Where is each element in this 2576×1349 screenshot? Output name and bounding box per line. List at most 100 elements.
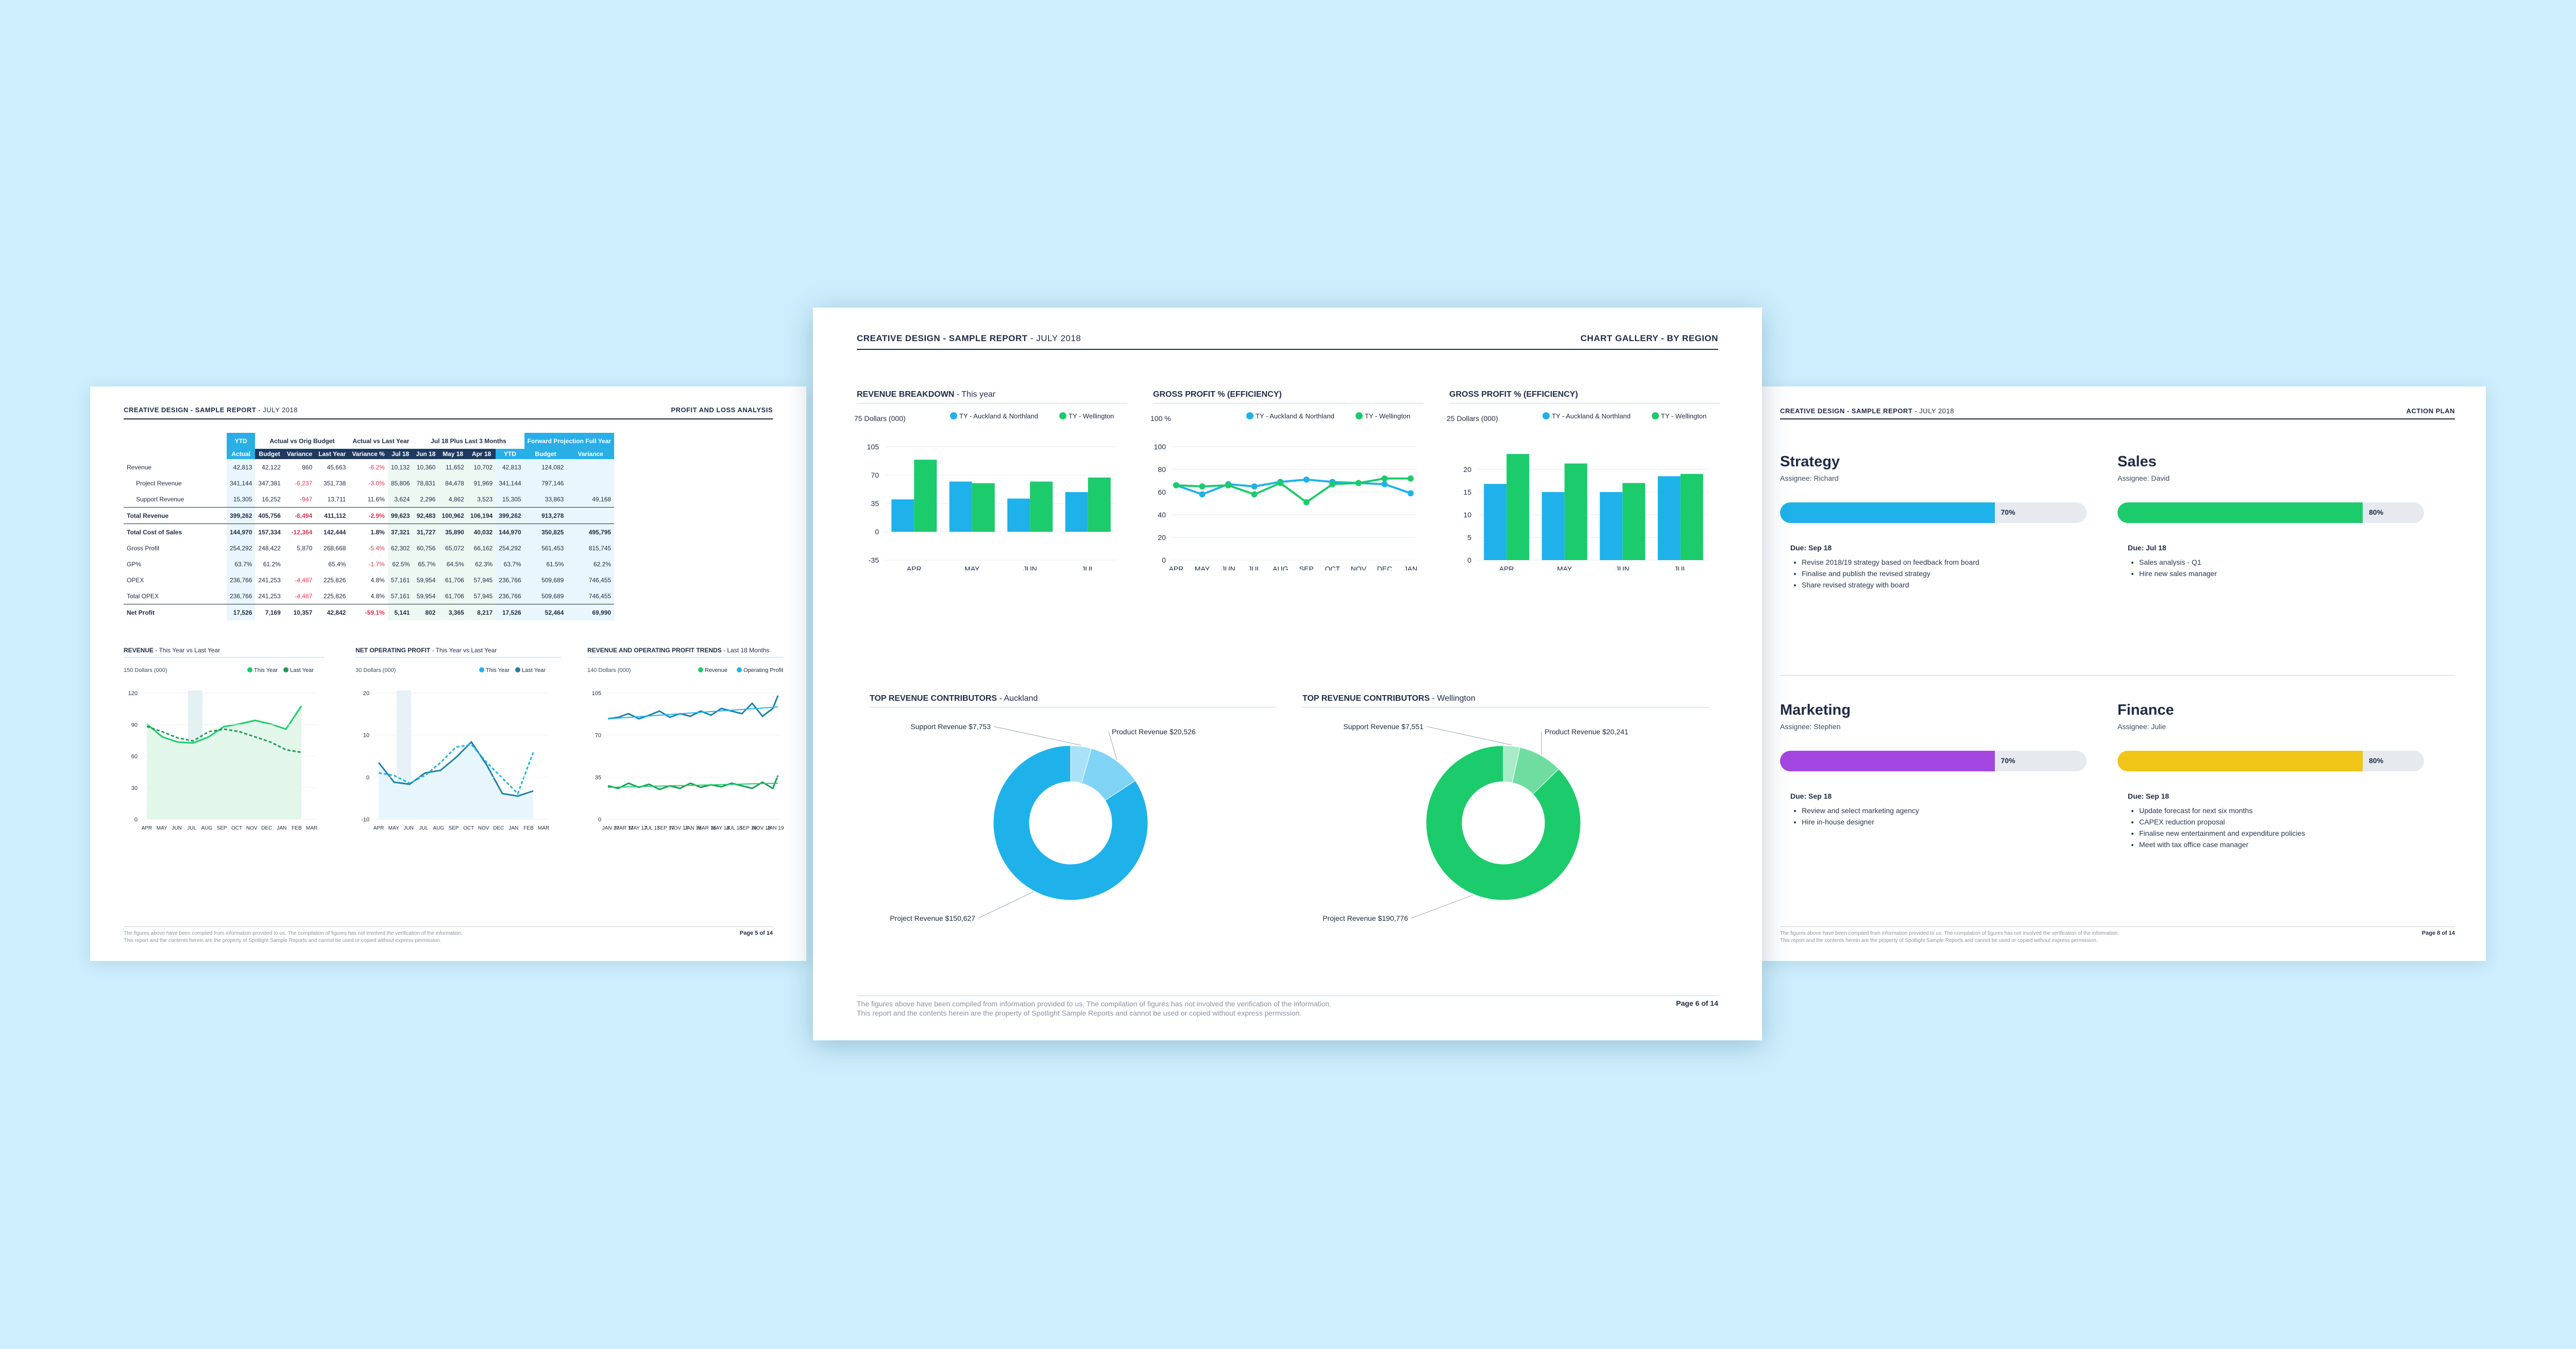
pl-cell: 65.4% (328, 560, 346, 568)
left-header-section: PROFIT AND LOSS ANALYSIS (671, 406, 773, 414)
left-chart1-y-ticks: 120 90 60 30 0 (128, 690, 317, 823)
pl-row: Gross Profit 254,292 248,422 5,870 268,668 -5… (124, 540, 615, 556)
y-tick-label: 0 (1162, 556, 1166, 564)
left-mini-x-tick: SEP (448, 825, 459, 831)
series-point (1355, 480, 1362, 486)
pl-cell: 797,146 (524, 475, 567, 491)
left-mini-x-tick: MAY 17 (629, 825, 647, 831)
pl-row-label: Net Profit (124, 604, 227, 620)
pl-cell: 37,321 (387, 524, 413, 540)
pl-cell: 236,766 (496, 572, 524, 588)
pl-cell: 52,464 (524, 604, 567, 620)
left-mini-y-tick: 35 (595, 774, 601, 781)
left-mini-x-tick: MAR 18 (698, 825, 717, 831)
pl-subheader-cell: Apr 18 (467, 449, 496, 459)
left-mini-x-tick: OCT (231, 825, 242, 831)
center-page-number: Page 6 of 14 (1676, 999, 1718, 1007)
legend-swatch (950, 412, 957, 419)
left-footer-line1: The figures above have been compiled fro… (124, 931, 463, 936)
pl-cell: 61,706 (438, 572, 467, 588)
pl-cell (567, 475, 615, 491)
left-mini-y-tick: 70 (595, 733, 601, 739)
bar (1564, 463, 1587, 560)
pl-cell: -2.9% (349, 507, 388, 524)
left-trend-chart-svg: 140 Dollars (000) Revenue Operating Prof… (587, 667, 784, 831)
y-tick-label: 20 (1463, 465, 1471, 474)
left-mini-x-tick: DEC (261, 825, 272, 831)
gp-bar-title: GROSS PROFIT % (EFFICIENCY) (1449, 390, 1578, 399)
pl-cell: 15,305 (227, 491, 256, 508)
pl-group-lastyear: Actual vs Last Year (349, 433, 413, 449)
donut-label: Product Revenue $20,241 (1545, 728, 1629, 736)
left-mini-x-tick: AUG (433, 825, 445, 831)
pl-row: Support Revenue 15,305 16,252 -947 13,711 11.… (124, 491, 615, 508)
pl-cell: 42,813 (227, 459, 256, 475)
left-chart2-ly-line (378, 744, 534, 795)
center-header-rule (857, 349, 1718, 350)
pl-row: Total Cost of Sales 144,970 157,334 -12,364… (124, 524, 615, 540)
legend-label: TY - Wellington (1661, 412, 1706, 420)
pl-corner (124, 433, 227, 449)
x-tick-label: JAN (1404, 565, 1417, 570)
pl-cell: 399,262 (227, 507, 256, 524)
action-task: Review and select marketing agency (1802, 805, 1919, 816)
pl-cell: 33,863 (524, 491, 567, 508)
right-footer-line1: The figures above have been compiled fro… (1780, 931, 2119, 936)
action-task: Hire new sales manager (2139, 568, 2217, 579)
legend-label: TY - Auckland & Northland (1256, 412, 1334, 420)
left-chart2-unit: 30 Dollars (000) (355, 667, 396, 673)
pl-cell: 17,526 (227, 604, 256, 620)
action-item-title: Marketing (1780, 702, 1851, 718)
left-mini-x-tick: JUL (187, 825, 196, 831)
pl-cell: 236,766 (227, 572, 256, 588)
y-tick-label: 35 (871, 499, 879, 508)
donut-slice (1426, 745, 1581, 901)
pl-cell: 350,825 (524, 524, 567, 540)
pl-subheader-cell: Budget (524, 449, 567, 459)
left-mini-y-tick: 90 (131, 722, 138, 728)
x-tick-label: MAY (964, 565, 980, 570)
y-tick-label: 0 (1467, 556, 1471, 564)
left-header-title: CREATIVE DESIGN - SAMPLE REPORT - JULY 2… (124, 406, 298, 414)
action-item-tasks: Sales analysis - Q1Hire new sales manage… (2128, 557, 2217, 579)
pl-cell: 142,444 (315, 524, 349, 540)
pl-subheader-cell: YTD (496, 449, 524, 459)
chart-legend: TY - Auckland & Northland TY - Wellington (1543, 412, 1706, 420)
left-header-date: - JULY 2018 (258, 406, 298, 414)
pl-cell: 746,455 (567, 572, 615, 588)
pl-cell: 236,766 (227, 588, 256, 604)
action-task: Meet with tax office case manager (2139, 839, 2305, 850)
pl-cell: 42,122 (262, 463, 281, 471)
left-chart2-y-ticks: 20 10 0 -10 (361, 690, 549, 823)
gp-bar-svg: 25 Dollars (000) TY - Auckland & Northlan… (1447, 412, 1709, 573)
action-item-progress-track: 70% (1780, 502, 2087, 523)
pl-cell: 17,526 (496, 604, 524, 620)
bar (972, 483, 995, 532)
pl-row: OPEX 236,766 241,253 -4,487 225,826 4.8% 57,16… (124, 572, 615, 588)
pl-cell: -6,237 (295, 479, 313, 487)
pl-cell: 5,141 (387, 604, 413, 620)
x-tick-label: APR (907, 565, 922, 570)
pl-cell: 63.7% (227, 556, 256, 572)
pl-cell: 815,745 (567, 540, 615, 556)
pl-row: GP% 63.7% 61.2% 65.4% -1.7% 62.5% 65.7% 64.5% 62… (124, 556, 615, 572)
pl-cell: 16,252 (262, 495, 281, 503)
pl-cell: 11.6% (367, 495, 385, 503)
pl-cell: 1.8% (349, 524, 388, 540)
action-item-progress-fill (1780, 751, 1995, 771)
pl-cell: 69,990 (567, 604, 615, 620)
pl-subheader-cell: Variance (283, 449, 316, 459)
bar (1506, 454, 1530, 560)
x-tick-label: JUL (1081, 565, 1094, 570)
pl-row: Total Revenue 399,262 405,756 -6,494 411,112… (124, 507, 615, 524)
y-tick-label: 80 (1158, 465, 1166, 474)
left-chart2-area (379, 742, 533, 819)
pl-subheader-cell: Actual (227, 449, 256, 459)
pl-cell: 860 (302, 463, 313, 471)
series-point (1277, 480, 1284, 486)
right-page-number: Page 8 of 14 (2421, 930, 2455, 936)
x-tick-label: JUL (1248, 565, 1261, 570)
donut-label: Support Revenue $7,753 (910, 722, 991, 731)
action-item-assignee: Assignee: Richard (1780, 474, 1839, 482)
action-task: Hire in-house designer (1802, 816, 1919, 828)
